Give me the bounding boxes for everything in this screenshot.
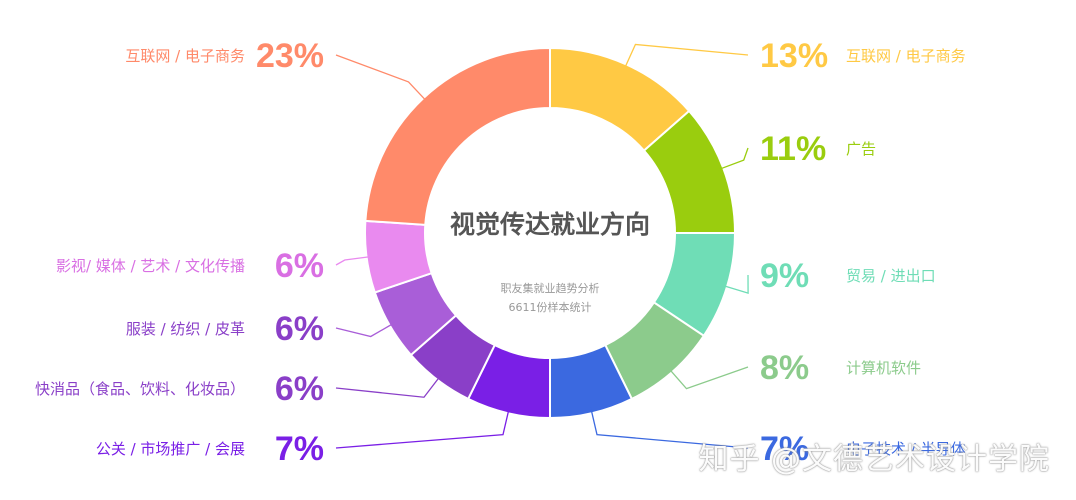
percent-label-5: 7% xyxy=(275,430,324,468)
category-label-8: 影视/ 媒体 / 艺术 / 文化传播 xyxy=(56,257,245,275)
watermark: 知乎 @文德艺术设计学院 xyxy=(698,442,1050,477)
leader-line-3 xyxy=(667,366,749,390)
category-label-1: 广告 xyxy=(846,140,876,158)
percent-label-0: 13% xyxy=(760,37,828,75)
leader-line-2 xyxy=(721,274,749,294)
percent-label-4: 7% xyxy=(760,430,809,468)
chart-subtitle-line-2: 6611份样本统计 xyxy=(509,300,592,314)
percent-label-1: 11% xyxy=(760,130,826,168)
category-label-9: 互联网 / 电子商务 xyxy=(125,47,245,65)
category-label-7: 服装 / 纺织 / 皮革 xyxy=(126,320,245,338)
category-label-4: 电子技术 / 半导体 xyxy=(846,440,966,458)
percent-label-7: 6% xyxy=(275,310,324,348)
category-label-6: 快消品（食品、饮料、化妆品） xyxy=(35,380,245,398)
leader-line-1 xyxy=(717,147,749,171)
leader-line-7 xyxy=(335,321,396,338)
leader-line-0 xyxy=(623,43,749,71)
chart-title: 视觉传达就业方向 xyxy=(450,210,650,239)
category-label-0: 互联网 / 电子商务 xyxy=(846,47,966,65)
leader-line-8 xyxy=(335,255,373,266)
category-label-2: 贸易 / 进出口 xyxy=(846,267,936,285)
leader-line-4 xyxy=(590,407,749,449)
percent-label-8: 6% xyxy=(275,247,324,285)
category-label-3: 计算机软件 xyxy=(846,359,921,377)
leader-line-9 xyxy=(335,54,429,103)
leader-line-6 xyxy=(335,374,442,398)
percent-label-6: 6% xyxy=(275,370,324,408)
slice-9 xyxy=(364,46,551,226)
leader-line-5 xyxy=(335,407,510,449)
category-label-5: 公关 / 市场推广 / 会展 xyxy=(96,440,245,458)
percent-label-9: 23% xyxy=(256,37,324,75)
chart-subtitle-line-1: 职友集就业趋势分析 xyxy=(501,281,600,295)
percent-label-2: 9% xyxy=(760,257,809,295)
percent-label-3: 8% xyxy=(760,349,809,387)
